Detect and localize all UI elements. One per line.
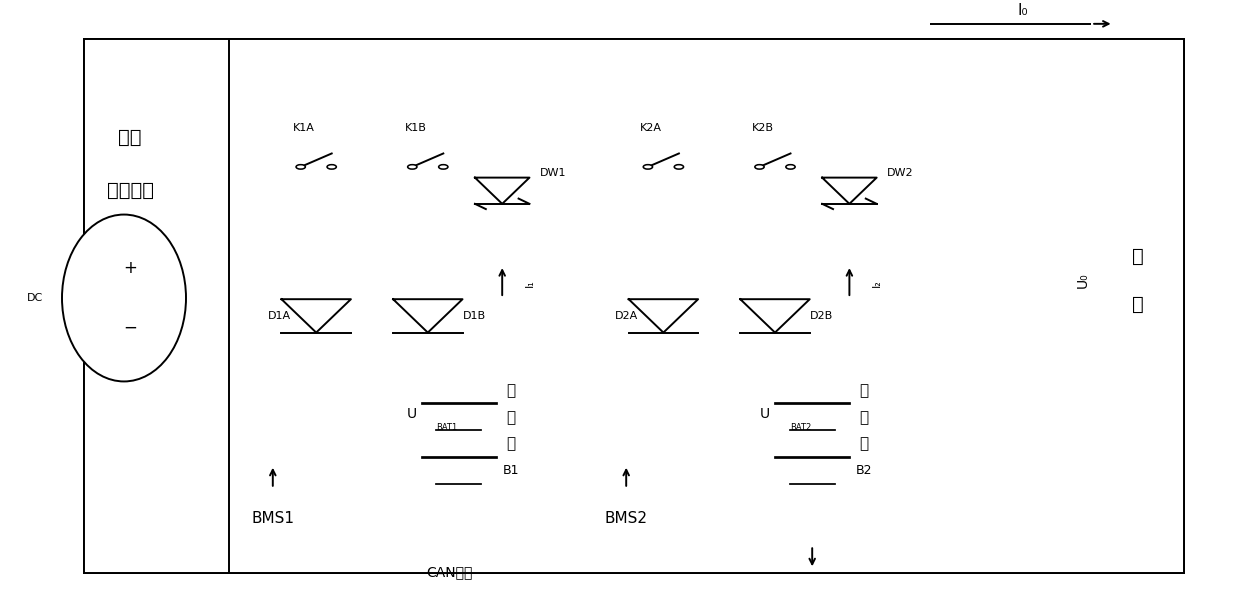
Text: BMS1: BMS1 <box>252 511 294 526</box>
Bar <box>217 489 329 548</box>
Text: I₀: I₀ <box>1018 3 1028 18</box>
Text: D2A: D2A <box>615 311 637 321</box>
Text: D2B: D2B <box>810 311 833 321</box>
Text: BAT2: BAT2 <box>790 423 811 432</box>
Text: K1B: K1B <box>404 123 427 133</box>
Text: K2B: K2B <box>751 123 774 133</box>
Circle shape <box>644 164 652 169</box>
Ellipse shape <box>62 215 186 381</box>
Text: 池: 池 <box>506 409 516 425</box>
Text: 电: 电 <box>859 383 869 398</box>
Bar <box>84 39 1184 573</box>
Circle shape <box>408 164 417 169</box>
Circle shape <box>675 164 683 169</box>
Text: DW2: DW2 <box>887 168 913 178</box>
Text: B2: B2 <box>856 464 873 477</box>
Bar <box>1110 101 1166 459</box>
Circle shape <box>327 164 336 169</box>
Text: 电: 电 <box>506 383 516 398</box>
Text: BAT1: BAT1 <box>436 423 458 432</box>
Circle shape <box>786 164 795 169</box>
Bar <box>570 489 682 548</box>
Bar <box>84 39 1184 573</box>
Circle shape <box>296 164 305 169</box>
Text: U: U <box>760 407 770 421</box>
Text: I₂: I₂ <box>872 279 882 287</box>
Text: 负: 负 <box>1132 247 1143 266</box>
Text: +: + <box>123 259 138 277</box>
Bar <box>84 39 229 573</box>
Text: U: U <box>407 407 417 421</box>
Text: 高频: 高频 <box>119 128 141 147</box>
Text: 组: 组 <box>506 436 516 452</box>
Text: −: − <box>123 319 138 337</box>
Bar <box>84 39 229 573</box>
Text: 整流模块: 整流模块 <box>107 181 154 200</box>
Text: DW1: DW1 <box>539 168 565 178</box>
Text: K2A: K2A <box>640 123 662 133</box>
Text: U₀: U₀ <box>1075 272 1090 288</box>
Text: K1A: K1A <box>293 123 315 133</box>
Text: DC: DC <box>26 293 43 303</box>
Text: 池: 池 <box>859 409 869 425</box>
Text: 组: 组 <box>859 436 869 452</box>
Text: B1: B1 <box>502 464 520 477</box>
Text: BMS2: BMS2 <box>605 511 647 526</box>
Text: 载: 载 <box>1132 294 1143 313</box>
Circle shape <box>439 164 448 169</box>
Circle shape <box>755 164 764 169</box>
Text: I₁: I₁ <box>525 279 534 287</box>
Text: D1A: D1A <box>268 311 290 321</box>
Text: CAN总线: CAN总线 <box>427 565 472 579</box>
Text: D1B: D1B <box>463 311 486 321</box>
